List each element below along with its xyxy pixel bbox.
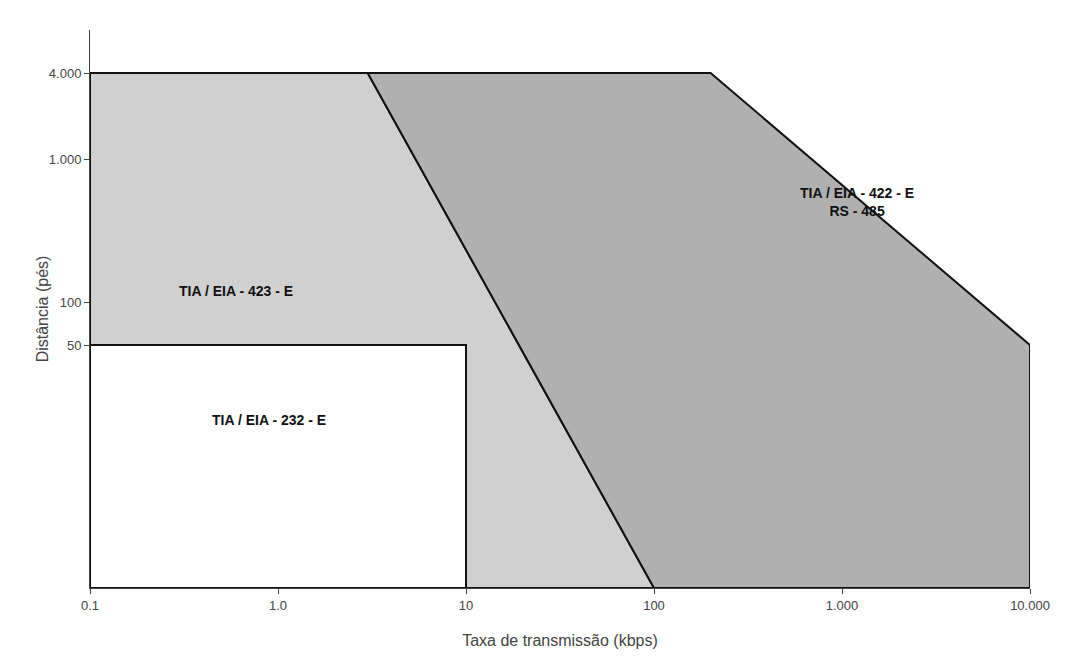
svg-text:100: 100: [60, 295, 82, 310]
svg-text:TIA / EIA - 232 - E: TIA / EIA - 232 - E: [212, 412, 326, 428]
svg-text:100: 100: [643, 598, 665, 613]
svg-text:50: 50: [67, 338, 81, 353]
svg-text:1.000: 1.000: [49, 152, 82, 167]
svg-text:1.0: 1.0: [269, 598, 287, 613]
svg-text:10: 10: [459, 598, 473, 613]
svg-text:1.000: 1.000: [826, 598, 859, 613]
svg-text:TIA / EIA - 423 - E: TIA / EIA - 423 - E: [179, 283, 293, 299]
svg-text:0.1: 0.1: [81, 598, 99, 613]
svg-text:TIA / EIA - 422 - ERS - 485: TIA / EIA - 422 - ERS - 485: [800, 185, 914, 219]
svg-text:Taxa de transmissão (kbps): Taxa de transmissão (kbps): [462, 632, 658, 649]
svg-text:Distância (pés): Distância (pés): [34, 256, 51, 363]
svg-text:10.000: 10.000: [1010, 598, 1050, 613]
svg-text:4.000: 4.000: [49, 66, 82, 81]
